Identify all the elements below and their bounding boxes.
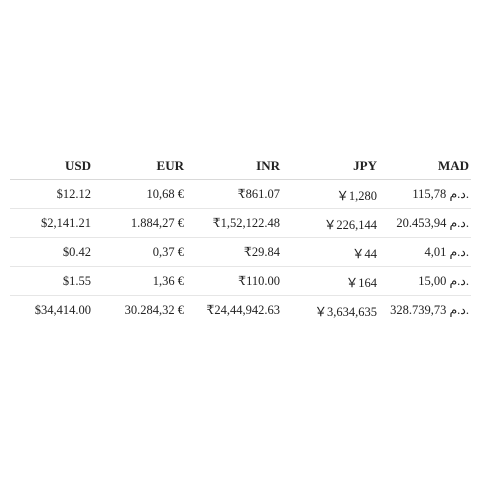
cell-usd: $2,141.21 xyxy=(10,208,93,238)
cell-inr: ₹861.07 xyxy=(186,179,282,209)
cell-inr: ₹1,52,122.48 xyxy=(186,208,282,238)
header-row: USD EUR INR JPY MAD xyxy=(10,152,471,180)
cell-usd: $12.12 xyxy=(10,179,93,209)
currency-table-container: USD EUR INR JPY MAD $12.12 10,68 € ₹861.… xyxy=(10,152,471,324)
table-row: $0.42 0,37 € ₹29.84 ￥44 4,01 د.م. xyxy=(10,237,471,267)
cell-eur: 10,68 € xyxy=(93,179,186,209)
table-row: $34,414.00 30.284,32 € ₹24,44,942.63 ￥3,… xyxy=(10,296,471,325)
table-row: $1.55 1,36 € ₹110.00 ￥164 15,00 د.م. xyxy=(10,266,471,296)
cell-usd: $0.42 xyxy=(10,237,93,267)
column-header-eur: EUR xyxy=(93,152,186,180)
table-header: USD EUR INR JPY MAD xyxy=(10,152,471,180)
table-row: $12.12 10,68 € ₹861.07 ￥1,280 115,78 د.م… xyxy=(10,179,471,209)
table-row: $2,141.21 1.884,27 € ₹1,52,122.48 ￥226,1… xyxy=(10,208,471,238)
cell-usd: $1.55 xyxy=(10,266,93,296)
cell-inr: ₹24,44,942.63 xyxy=(206,303,280,317)
cell-inr: ₹29.84 xyxy=(186,237,282,267)
cell-mad: 15,00 د.م. xyxy=(379,266,471,296)
cell-jpy: ￥3,634,635 xyxy=(314,304,377,319)
cell-eur: 1.884,27 € xyxy=(93,208,186,238)
column-header-usd: USD xyxy=(10,152,93,180)
column-header-inr: INR xyxy=(186,152,282,180)
cell-eur: 0,37 € xyxy=(93,237,186,267)
cell-jpy: ￥44 xyxy=(282,237,379,267)
cell-eur: 1,36 € xyxy=(93,266,186,296)
cell-inr: ₹110.00 xyxy=(186,266,282,296)
cell-jpy: ￥1,280 xyxy=(282,179,379,209)
cell-jpy: ￥226,144 xyxy=(282,208,379,238)
cell-mad: 20.453,94 د.م. xyxy=(379,208,471,238)
column-header-jpy: JPY xyxy=(282,152,379,180)
cell-jpy: ￥164 xyxy=(282,266,379,296)
currency-table: USD EUR INR JPY MAD $12.12 10,68 € ₹861.… xyxy=(10,152,471,324)
cell-eur: 30.284,32 € xyxy=(124,302,184,317)
column-header-mad: MAD xyxy=(379,152,471,180)
cell-mad: 115,78 د.م. xyxy=(379,179,471,209)
cell-mad: 4,01 د.م. xyxy=(379,237,471,267)
cell-mad: 328.739,73 د.م. xyxy=(390,303,469,317)
cell-usd: $34,414.00 xyxy=(34,302,91,317)
table-body: $12.12 10,68 € ₹861.07 ￥1,280 115,78 د.م… xyxy=(10,179,471,325)
